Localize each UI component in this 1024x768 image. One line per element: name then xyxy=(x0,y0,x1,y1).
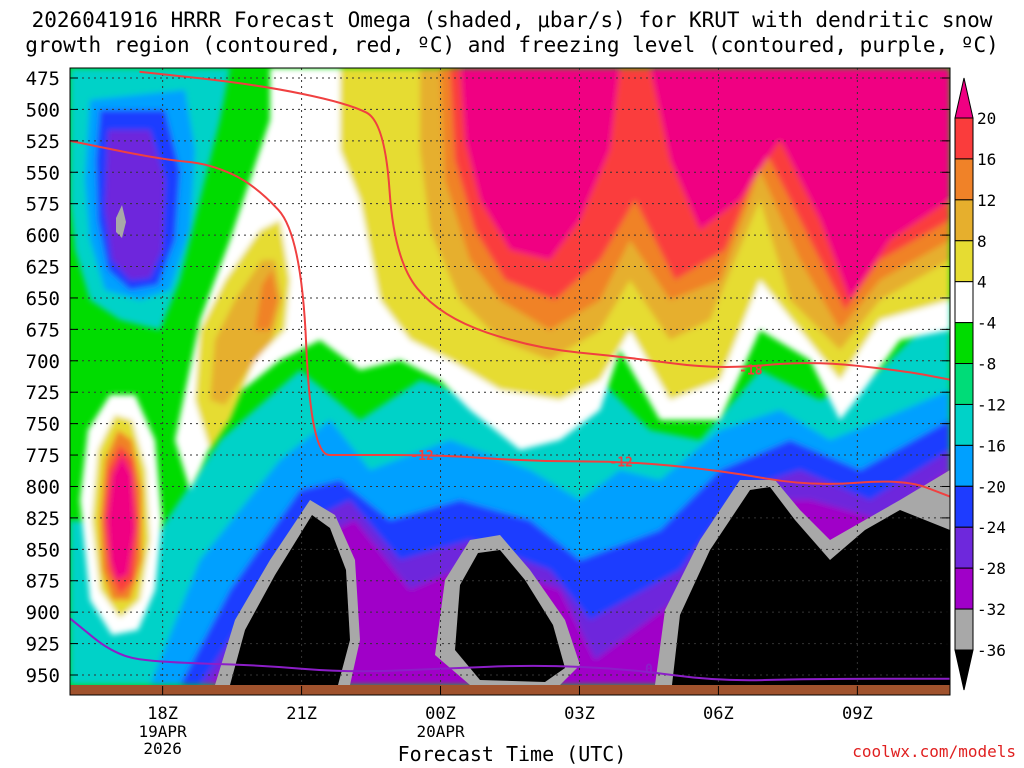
colorbar-swatch xyxy=(954,322,974,365)
y-tick-label: 650 xyxy=(26,288,60,310)
grid-lines xyxy=(70,68,950,685)
colorbar-label: -12 xyxy=(977,395,1006,414)
colorbar-top-arrow xyxy=(954,77,974,119)
colorbar-label: -36 xyxy=(977,641,1006,660)
field-orange-1930z xyxy=(255,270,278,330)
y-tick-label: 525 xyxy=(26,131,60,153)
field-magenta-upper xyxy=(460,68,620,260)
y-tick-label: 550 xyxy=(26,162,60,184)
colorbar-swatch xyxy=(954,444,974,487)
colorbar-label: 8 xyxy=(977,232,987,251)
colorbar-label: -16 xyxy=(977,436,1006,455)
y-tick-label: 900 xyxy=(26,602,60,624)
y-tick-label: 625 xyxy=(26,257,60,279)
colorbar-swatch xyxy=(954,199,974,242)
y-tick-label: 775 xyxy=(26,445,60,467)
y-tick-label: 700 xyxy=(26,351,60,373)
x-tick-label: 18Z xyxy=(147,704,178,724)
chart-title-line-1: 2026041916 HRRR Forecast Omega (shaded, … xyxy=(31,8,993,32)
y-tick-label: 500 xyxy=(26,99,60,121)
field-white-top xyxy=(280,68,340,115)
y-tick-label: 825 xyxy=(26,508,60,530)
contour-lines xyxy=(70,70,950,682)
contour-labels: -12 -12 -18 0 xyxy=(410,364,762,678)
y-tick-label: 750 xyxy=(26,414,60,436)
colorbar-label: -24 xyxy=(977,518,1006,537)
field-gray-spot-upper xyxy=(116,205,126,238)
x-tick-label: 00Z xyxy=(425,704,456,724)
colorbar-swatch xyxy=(954,281,974,324)
colorbar-swatch xyxy=(954,158,974,201)
colorbar-swatch xyxy=(954,485,974,528)
colorbar-swatch xyxy=(954,526,974,569)
x-tick-label: 21Z xyxy=(286,704,317,724)
colorbar-label: -8 xyxy=(977,355,996,374)
colorbar-label: -4 xyxy=(977,314,996,333)
x-tick-label: 06Z xyxy=(703,704,734,724)
colorbar-label: -28 xyxy=(977,559,1006,578)
chart-title-line-2: growth region (contoured, red, ºC) and f… xyxy=(25,33,999,57)
colorbar-swatch xyxy=(954,403,974,446)
contour-label: -12 xyxy=(410,449,433,464)
y-tick-label: 800 xyxy=(26,476,60,498)
colorbar-swatch xyxy=(954,363,974,405)
y-tick-label: 850 xyxy=(26,539,60,561)
x-date-label: 19APR xyxy=(139,722,188,741)
colorbar-label: 16 xyxy=(977,150,996,169)
colorbar-label: 4 xyxy=(977,273,987,292)
credit-link[interactable]: coolwx.com/models xyxy=(852,742,1016,761)
y-tick-label: 475 xyxy=(26,68,60,90)
colorbar-label: -32 xyxy=(977,600,1006,619)
field-black-21z xyxy=(230,515,350,685)
contour-label: -12 xyxy=(609,455,632,470)
omega-shaded-field xyxy=(70,68,950,685)
x-tick-label: 03Z xyxy=(564,704,595,724)
colorbar: 20 16 12 8 4 -4 -8 -12 -16 -20 -24 -28 -32 -36 xyxy=(954,77,1006,691)
colorbar-swatch xyxy=(954,567,974,610)
contour-label: -18 xyxy=(739,364,763,379)
colorbar-bottom-arrow xyxy=(954,649,974,691)
plot-frame xyxy=(69,67,951,696)
y-tick-label: 950 xyxy=(26,665,60,687)
y-tick-label: 725 xyxy=(26,382,60,404)
colorbar-label: 20 xyxy=(977,109,996,128)
contour-label: 0 xyxy=(645,663,653,678)
x-date-label: 20APR xyxy=(416,722,465,741)
colorbar-label: 12 xyxy=(977,191,996,210)
ground-surface-strip xyxy=(70,685,950,695)
colorbar-swatch xyxy=(954,240,974,283)
field-black-06z xyxy=(672,487,950,685)
field-purple-upper-left xyxy=(105,130,165,280)
x-tick-label: 09Z xyxy=(842,704,873,724)
colorbar-label: -20 xyxy=(977,477,1006,496)
colorbar-swatch xyxy=(954,117,974,160)
y-tick-label: 575 xyxy=(26,194,60,216)
x-axis-title: Forecast Time (UTC) xyxy=(397,742,627,766)
field-magenta-upper-right xyxy=(650,68,950,300)
y-tick-label: 925 xyxy=(26,634,60,656)
x-date-label: 2026 xyxy=(143,739,182,758)
y-tick-label: 675 xyxy=(26,319,60,341)
contour-line--12 xyxy=(70,139,950,498)
colorbar-swatch xyxy=(954,608,974,651)
y-tick-label: 875 xyxy=(26,571,60,593)
contour-line--18 xyxy=(139,70,950,381)
y-axis: 475 500 525 550 575 600 625 650 675 700 725 750 775 8… xyxy=(26,68,950,687)
plot-area: -12 -12 -18 0 475 500 525 550 575 600 625 650 675 70… xyxy=(26,67,951,758)
field-black-00z xyxy=(455,550,565,682)
contour-line-0 xyxy=(70,617,950,682)
y-tick-label: 600 xyxy=(26,225,60,247)
